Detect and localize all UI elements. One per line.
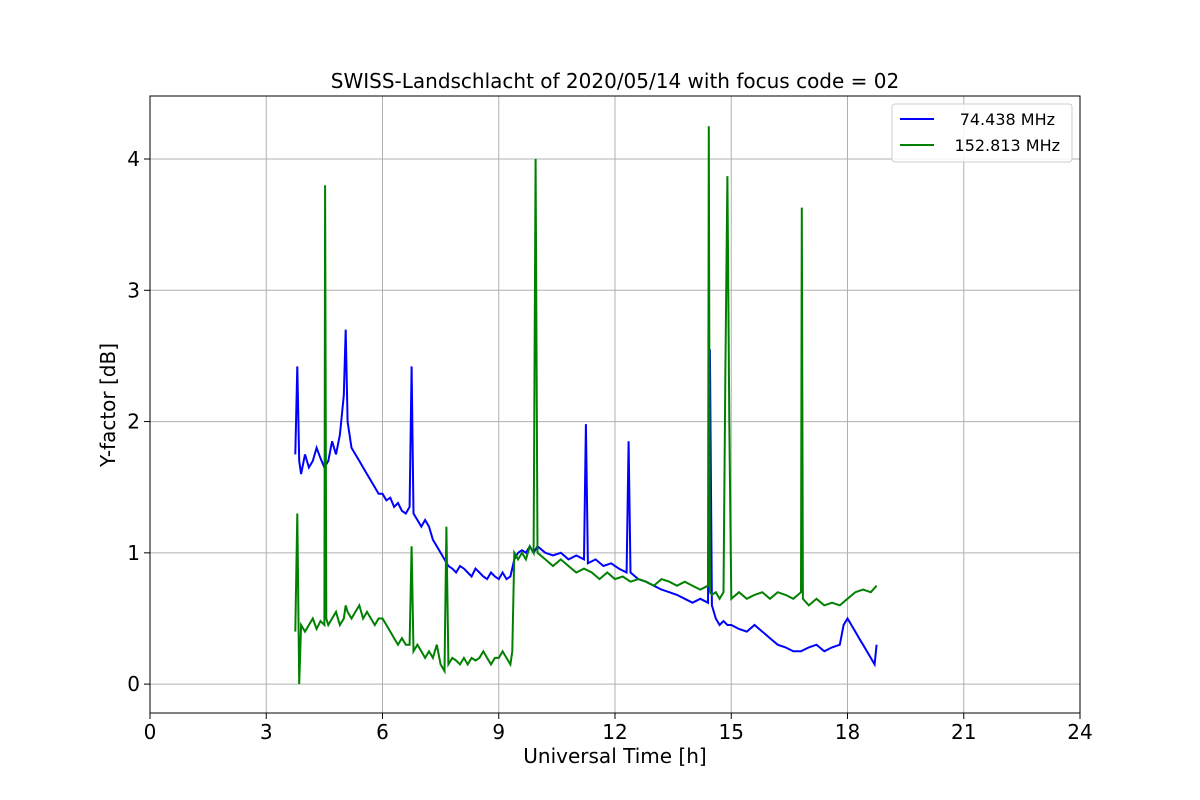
y-axis-label: Y-factor [dB] bbox=[96, 343, 120, 468]
legend-label-74mhz: 74.438 MHz bbox=[960, 110, 1055, 129]
chart-title: SWISS-Landschlacht of 2020/05/14 with fo… bbox=[331, 69, 899, 93]
legend: 74.438 MHz 152.813 MHz bbox=[891, 103, 1073, 163]
x-tick-label: 6 bbox=[376, 720, 389, 744]
x-tick-label: 12 bbox=[602, 720, 627, 744]
x-tick-label: 9 bbox=[492, 720, 505, 744]
y-tick-label: 2 bbox=[127, 410, 140, 434]
legend-box bbox=[891, 103, 1073, 163]
x-tick-label: 21 bbox=[951, 720, 976, 744]
legend-label-152mhz: 152.813 MHz bbox=[955, 136, 1060, 155]
x-tick-label: 0 bbox=[144, 720, 157, 744]
y-tick-label: 0 bbox=[127, 672, 140, 696]
series-layer bbox=[294, 126, 878, 685]
x-axis-label: Universal Time [h] bbox=[523, 744, 706, 768]
series-line-1 bbox=[294, 126, 878, 685]
x-tick-label: 24 bbox=[1067, 720, 1092, 744]
y-tick-label: 3 bbox=[127, 278, 140, 302]
y-tick-label: 1 bbox=[127, 541, 140, 565]
x-tick-label: 15 bbox=[719, 720, 744, 744]
y-tick-label: 4 bbox=[127, 147, 140, 171]
x-tick-label: 18 bbox=[835, 720, 860, 744]
x-tick-label: 3 bbox=[260, 720, 273, 744]
series-line-0 bbox=[294, 329, 878, 668]
